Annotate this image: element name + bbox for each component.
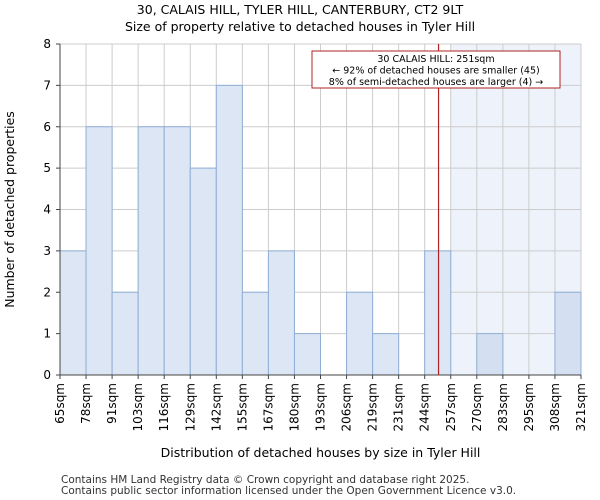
x-tick-label: 103sqm [131,383,145,431]
x-tick-label: 308sqm [548,383,562,431]
x-tick-label: 257sqm [444,383,458,431]
x-tick-label: 270sqm [470,383,484,431]
x-tick-label: 283sqm [496,383,510,431]
histogram-bar [111,291,139,376]
annotation-text: ← 92% of detached houses are smaller (45… [332,66,539,77]
y-tick-label: 4 [43,203,51,217]
histogram-bar [241,291,269,376]
x-tick-label: 116sqm [157,383,171,431]
histogram-bar [554,291,582,376]
x-tick-label: 206sqm [340,383,354,431]
histogram-bar [424,250,452,376]
histogram-bar [189,167,217,376]
y-tick-label: 3 [43,244,51,258]
y-tick-label: 2 [43,285,51,299]
y-axis-label: Number of detached properties [2,111,17,308]
histogram-bar [372,333,400,376]
x-tick-label: 295sqm [522,383,536,431]
histogram-bar [163,126,191,376]
x-tick-label: 129sqm [183,383,197,431]
x-tick-label: 78sqm [79,383,93,424]
histogram-bar [59,250,87,376]
y-tick-label: 8 [43,37,51,51]
x-tick-label: 231sqm [392,383,406,431]
histogram-bar [293,333,322,376]
chart-subtitle: Size of property relative to detached ho… [124,19,476,34]
y-tick-label: 7 [43,78,51,92]
x-tick-label: 167sqm [261,383,275,431]
histogram-bar [267,250,295,376]
annotation-box [311,50,561,89]
chart-title: 30, CALAIS HILL, TYLER HILL, CANTERBURY,… [136,2,464,17]
annotation-text: 30 CALAIS HILL: 251sqm [377,54,494,65]
y-tick-label: 5 [43,161,51,175]
y-tick-label: 0 [43,368,51,382]
histogram-bar [476,333,504,376]
y-tick-label: 1 [43,327,51,341]
x-tick-label: 142sqm [209,383,223,431]
footer-licence: Contains public sector information licen… [61,485,517,497]
x-tick-label: 193sqm [314,383,328,431]
annotation-text: 8% of semi-detached houses are larger (4… [329,77,543,88]
x-tick-label: 244sqm [418,383,432,431]
x-tick-label: 219sqm [366,383,380,431]
x-tick-label: 321sqm [574,383,588,431]
footer-copyright: Contains HM Land Registry data © Crown c… [61,474,470,486]
x-tick-label: 65sqm [53,383,67,424]
histogram-bar [346,291,374,376]
histogram-bar [215,84,243,376]
y-tick-label: 6 [43,120,51,134]
x-tick-label: 91sqm [105,383,119,424]
x-tick-label: 180sqm [287,383,301,431]
histogram-bar [137,126,165,376]
histogram-bar [85,126,113,376]
x-tick-label: 155sqm [235,383,249,431]
x-axis-label: Distribution of detached houses by size … [161,445,481,460]
